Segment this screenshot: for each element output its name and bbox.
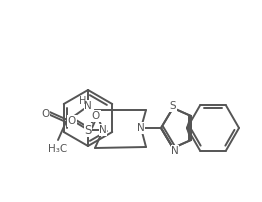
Text: N: N: [84, 101, 92, 111]
Text: S: S: [170, 101, 176, 111]
Text: O: O: [92, 111, 100, 121]
Text: N: N: [99, 125, 107, 135]
Text: H: H: [79, 96, 87, 106]
Text: N: N: [137, 123, 145, 133]
Text: O: O: [41, 109, 49, 119]
Text: O: O: [41, 109, 49, 119]
Text: O: O: [68, 116, 76, 126]
Text: N: N: [84, 101, 92, 111]
Text: N: N: [171, 146, 179, 156]
Text: S: S: [84, 123, 92, 137]
Text: H₃C: H₃C: [48, 144, 68, 154]
